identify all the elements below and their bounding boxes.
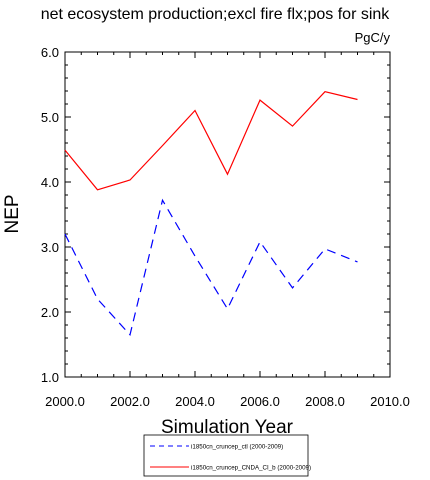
- y-axis-ticks: 1.0 2.0 3.0 4.0 5.0 6.0: [41, 45, 390, 385]
- x-tick-label: 2010.0: [370, 394, 410, 409]
- x-tick-label: 2004.0: [175, 394, 215, 409]
- x-tick-label: 2008.0: [305, 394, 345, 409]
- legend-label-1: i1850cn_cruncep_CNDA_CI_b (2000-2009): [191, 465, 311, 472]
- x-axis-ticks: 2000.0 2002.0 2004.0 2006.0 2008.0 2010.0: [45, 52, 410, 409]
- y-tick-label: 6.0: [41, 45, 59, 60]
- series-line-0: [64, 198, 358, 337]
- legend-items: i1850cn_cruncep_ctl (2000-2009) i1850cn_c…: [150, 444, 311, 472]
- x-tick-label: 2006.0: [240, 394, 280, 409]
- y-tick-label: 1.0: [41, 370, 59, 385]
- y-tick-label: 2.0: [41, 305, 59, 320]
- series-lines: [64, 91, 358, 337]
- y-tick-label: 3.0: [41, 240, 59, 255]
- plot-frame: [64, 51, 391, 378]
- series-line-1: [64, 91, 358, 191]
- chart-title: net ecosystem production;excl fire flx;p…: [41, 6, 391, 23]
- y-axis-label: NEP: [2, 194, 23, 233]
- legend-box: [143, 434, 309, 477]
- y-tick-label: 4.0: [41, 175, 59, 190]
- legend: i1850cn_cruncep_ctl (2000-2009) i1850cn_c…: [143, 434, 311, 477]
- y-tick-label: 5.0: [41, 110, 59, 125]
- x-tick-label: 2002.0: [110, 394, 150, 409]
- legend-label-0: i1850cn_cruncep_ctl (2000-2009): [191, 444, 283, 451]
- units-label: PgC/y: [355, 30, 391, 45]
- x-axis-label: Simulation Year: [161, 417, 294, 438]
- x-tick-label: 2000.0: [45, 394, 85, 409]
